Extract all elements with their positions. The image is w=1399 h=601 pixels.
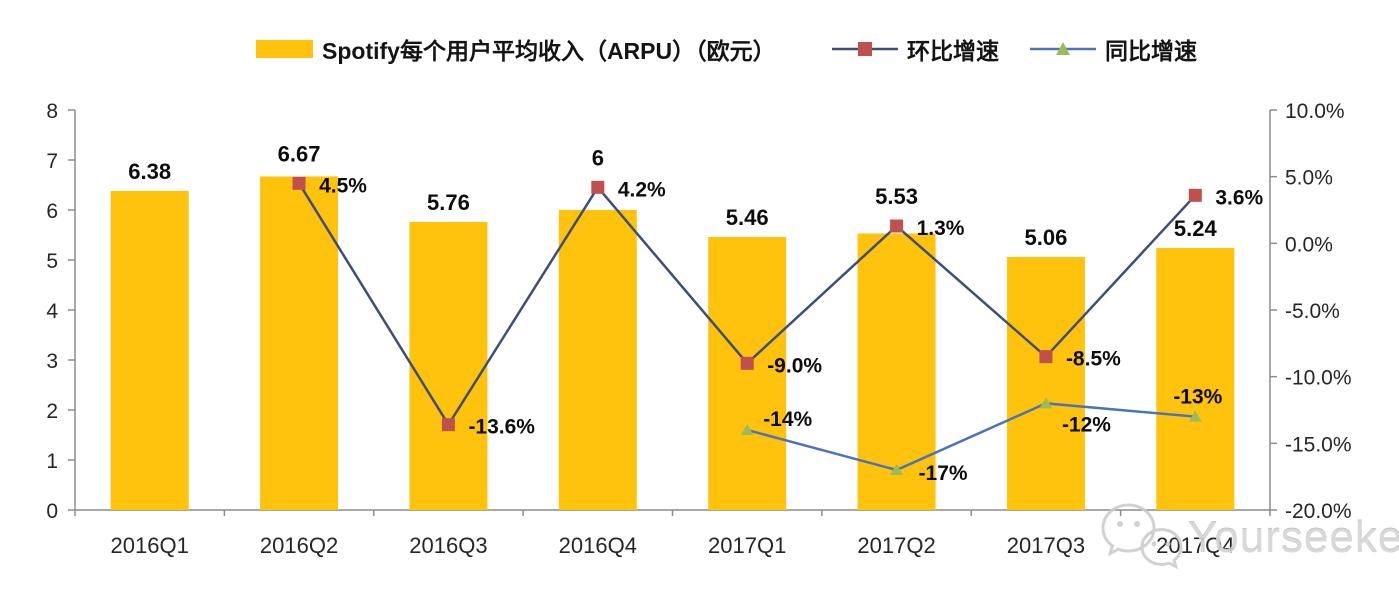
yoy-point-label: -14% xyxy=(763,408,812,431)
bar-value-label: 5.06 xyxy=(1025,225,1068,250)
qoq-marker-2017Q2 xyxy=(890,219,904,233)
bar-value-label: 5.53 xyxy=(875,184,918,209)
bar-value-label: 5.46 xyxy=(726,205,769,230)
x-axis-label: 2017Q3 xyxy=(1007,533,1085,558)
left-axis-tick-label: 6 xyxy=(46,200,58,223)
right-axis-tick-label: -10.0% xyxy=(1285,367,1352,390)
x-axis-label: 2017Q1 xyxy=(708,533,786,558)
bar-2017Q3 xyxy=(1006,257,1085,510)
bar-value-label: 5.76 xyxy=(427,190,470,215)
left-axis-tick-label: 5 xyxy=(46,250,58,273)
bar-value-label: 6 xyxy=(592,145,604,170)
yoy-marker-2017Q3 xyxy=(1039,397,1053,409)
x-axis-label: 2016Q1 xyxy=(111,533,189,558)
left-axis-tick-label: 0 xyxy=(46,500,58,523)
right-axis-tick-label: -20.0% xyxy=(1285,500,1352,523)
qoq-point-label: -9.0% xyxy=(767,354,822,377)
bar-value-label: 6.38 xyxy=(128,159,171,184)
yoy-point-label: -13% xyxy=(1173,386,1222,409)
bar-value-label: 6.67 xyxy=(278,141,321,166)
right-axis-tick-label: -15.0% xyxy=(1285,433,1352,456)
yoy-marker-2017Q2 xyxy=(890,464,904,475)
qoq-point-label: 4.2% xyxy=(618,178,666,201)
bar-swatch-icon xyxy=(256,40,313,58)
legend-label-yoy: 同比增速 xyxy=(1105,38,1197,64)
legend-label-qoq: 环比增速 xyxy=(907,38,999,64)
bar-2017Q4 xyxy=(1156,248,1235,510)
yoy-marker-2017Q1 xyxy=(740,424,754,435)
right-axis-tick-label: 10.0% xyxy=(1285,100,1345,123)
qoq-point-label: 1.3% xyxy=(917,217,965,240)
qoq-marker-2017Q4 xyxy=(1188,188,1202,202)
left-axis-tick-label: 1 xyxy=(46,450,58,473)
x-axis-label: 2017Q4 xyxy=(1156,533,1234,558)
right-axis-tick-label: 5.0% xyxy=(1285,167,1333,190)
qoq-marker-2016Q2 xyxy=(292,176,306,190)
left-axis-tick-label: 4 xyxy=(46,300,58,323)
left-axis-tick-label: 2 xyxy=(46,400,58,423)
line-square-icon xyxy=(832,42,898,56)
bar-2016Q3 xyxy=(409,222,488,510)
qoq-point-label: 4.5% xyxy=(319,174,367,197)
left-axis-tick-label: 8 xyxy=(46,100,58,123)
qoq-point-label: -13.6% xyxy=(468,416,535,439)
x-axis-label: 2016Q2 xyxy=(260,533,338,558)
right-axis-tick-label: -5.0% xyxy=(1285,300,1340,323)
yoy-marker-2017Q4 xyxy=(1188,410,1202,422)
left-axis-tick-label: 7 xyxy=(46,150,58,173)
qoq-point-label: -8.5% xyxy=(1066,348,1121,371)
yoy-point-label: -17% xyxy=(919,462,968,485)
left-axis-tick-label: 3 xyxy=(46,350,58,373)
qoq-marker-2017Q1 xyxy=(740,356,754,370)
x-axis-label: 2016Q4 xyxy=(559,533,637,558)
bar-2017Q1 xyxy=(708,237,787,510)
qoq-marker-2017Q3 xyxy=(1039,350,1053,364)
bar-2016Q2 xyxy=(260,176,339,510)
line-triangle-icon xyxy=(1030,42,1096,55)
legend-item-yoy: 同比增速 xyxy=(1030,36,1197,64)
bar-value-label: 5.24 xyxy=(1174,216,1218,241)
qoq-marker-2016Q3 xyxy=(441,418,455,432)
x-axis-label: 2017Q2 xyxy=(857,533,935,558)
legend-label-arpu: Spotify每个用户平均收入（ARPU）（欧元） xyxy=(322,38,776,64)
bar-2016Q4 xyxy=(558,210,637,510)
right-axis-tick-label: 0.0% xyxy=(1285,233,1333,256)
qoq-marker-2016Q4 xyxy=(591,180,605,194)
legend-item-qoq: 环比增速 xyxy=(832,36,999,64)
qoq-point-label: 3.6% xyxy=(1215,186,1263,209)
x-axis-label: 2016Q3 xyxy=(409,533,487,558)
yoy-line xyxy=(746,402,1196,472)
yoy-point-label: -12% xyxy=(1062,413,1111,436)
legend-item-arpu: Spotify每个用户平均收入（ARPU）（欧元） xyxy=(256,36,776,64)
bar-2016Q1 xyxy=(110,191,189,510)
